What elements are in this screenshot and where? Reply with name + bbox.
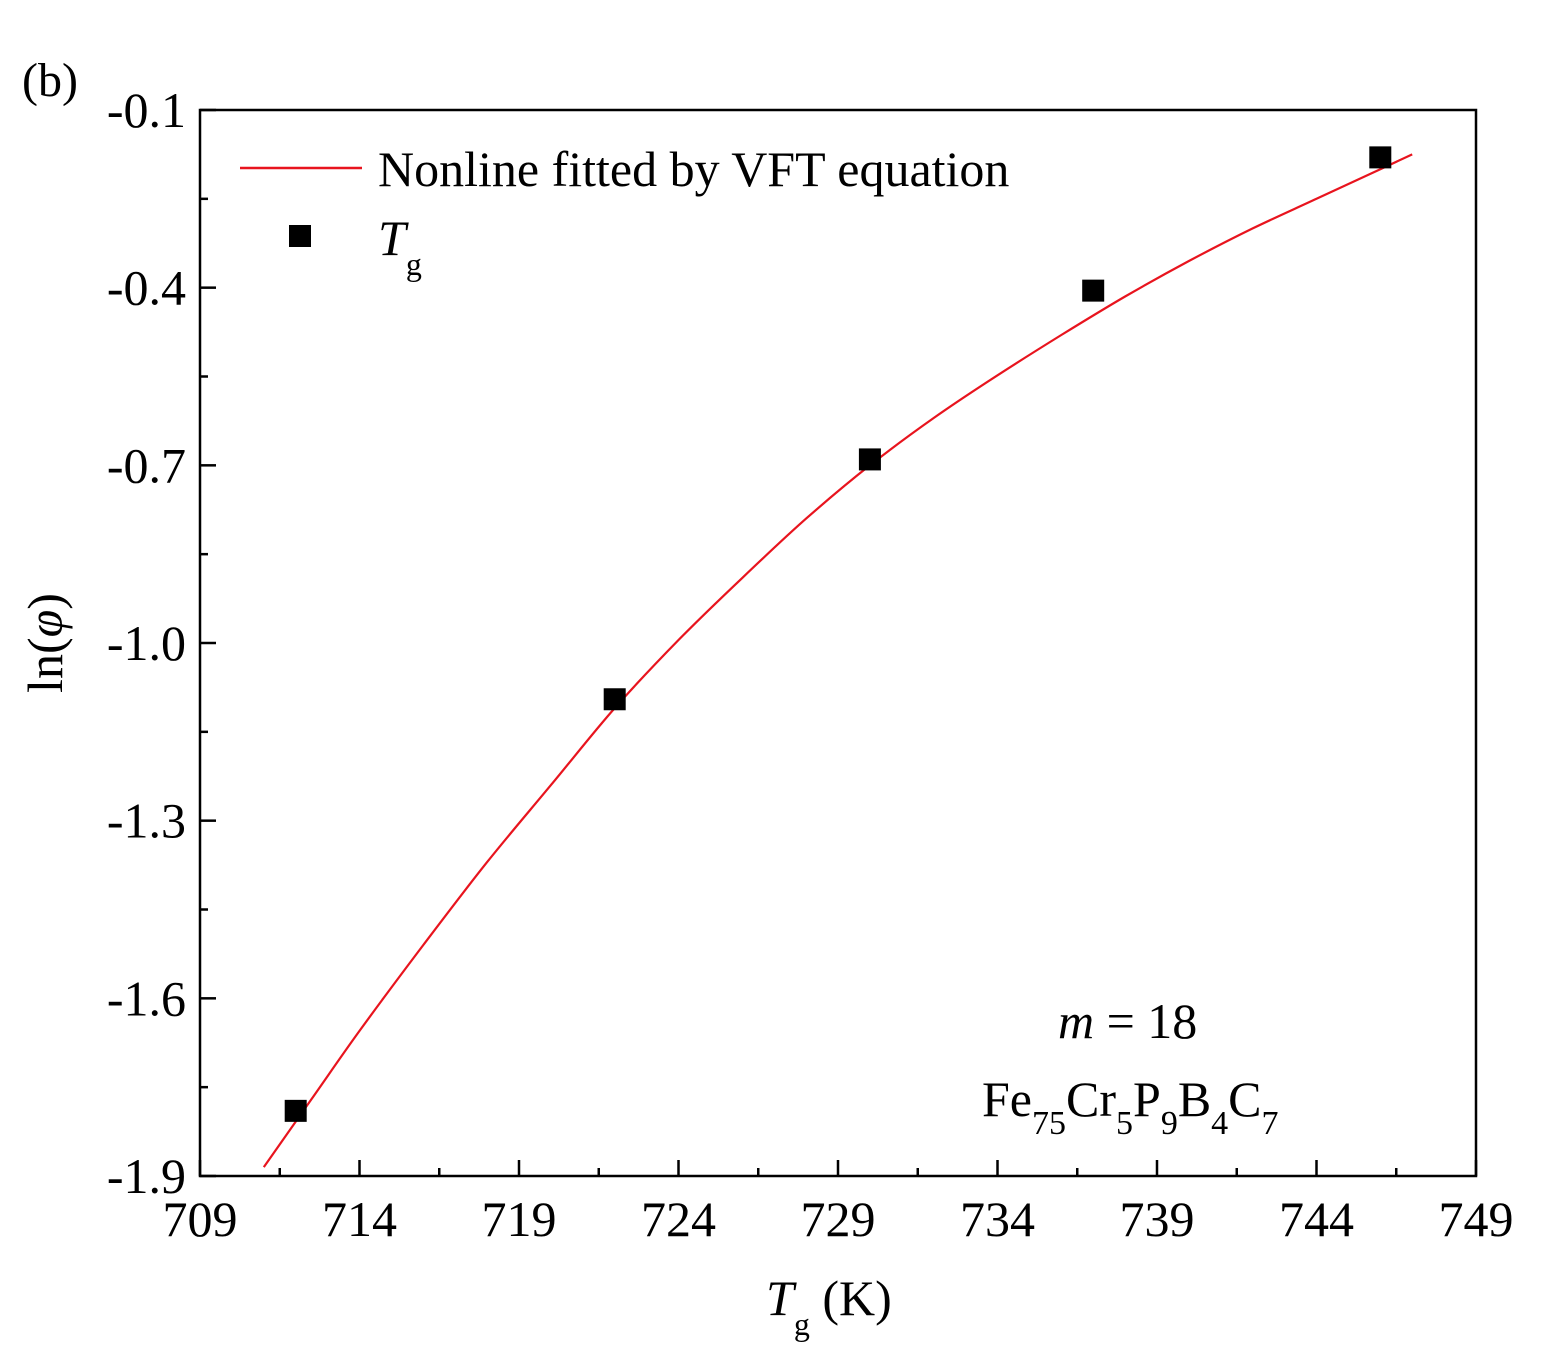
panel-label: (b) [22,54,78,107]
y-tick-label: -0.1 [107,82,186,138]
tg-data-point [1082,279,1105,302]
x-axis-title-main: T [766,1270,797,1326]
composition-element: P [1133,1071,1161,1127]
y-axis-title-symbol: φ [17,610,73,638]
composition-subscript: 7 [1262,1105,1279,1142]
y-tick-label: -0.7 [107,437,186,493]
x-tick-label: 744 [1279,1191,1354,1247]
x-axis-title-unit: (K) [810,1270,892,1326]
tg-data-point [603,688,626,711]
fragility-value: = 18 [1094,993,1197,1049]
x-tick-label: 714 [322,1191,397,1247]
y-tick-label: -1.0 [107,615,186,671]
x-tick-label: 709 [163,1191,238,1247]
composition-element: C [1228,1071,1261,1127]
legend-tg-sub: g [406,246,422,282]
composition-element: Cr [1066,1071,1116,1127]
composition-subscript: 9 [1161,1105,1178,1142]
composition-subscript: 75 [1032,1105,1066,1142]
tg-data-point [284,1099,307,1122]
y-tick-label: -1.3 [107,793,186,849]
alloy-composition: Fe75Cr5P9B4C7 [982,1071,1279,1142]
y-tick-label: -1.6 [107,970,186,1026]
tg-data-point [858,448,881,471]
y-tick-label: -1.9 [107,1148,186,1204]
x-tick-label: 719 [482,1191,557,1247]
x-tick-label: 739 [1120,1191,1195,1247]
y-tick-label: -0.4 [107,260,186,316]
tg-data-markers [284,146,1392,1122]
vft-fit-line [262,153,1413,1168]
legend-square-marker [289,225,311,247]
tg-data-point [1369,146,1392,169]
x-axis-title-sub: g [794,1306,810,1342]
y-axis-title-prefix: ln( [17,637,73,693]
composition-subscript: 5 [1116,1105,1133,1142]
fragility-annotation: m = 18 [1058,993,1197,1049]
legend: Nonline fitted by VFT equation Tg [240,141,1009,282]
x-axis-title: Tg (K) [766,1270,892,1342]
legend-fit-label: Nonline fitted by VFT equation [378,141,1009,197]
x-axis-ticks: 709 714 719 724 729 734 739 744 749 [163,1160,1514,1247]
legend-tg-main: T [378,210,409,266]
y-axis-title: ln(φ) [17,593,73,693]
x-tick-label: 734 [960,1191,1035,1247]
x-tick-label: 724 [641,1191,716,1247]
y-axis-title-suffix: ) [17,593,73,610]
composition-element: Fe [982,1071,1032,1127]
fragility-symbol: m [1058,993,1094,1049]
composition-subscript: 4 [1211,1105,1228,1142]
composition-element: B [1178,1071,1211,1127]
x-tick-label: 729 [801,1191,876,1247]
y-axis-ticks: -1.9 -1.6 -1.3 -1.0 -0.7 -0.4 -0.1 [107,82,216,1204]
plot-frame [198,108,1478,1178]
legend-tg-label: Tg [378,210,422,282]
x-tick-label: 749 [1439,1191,1514,1247]
